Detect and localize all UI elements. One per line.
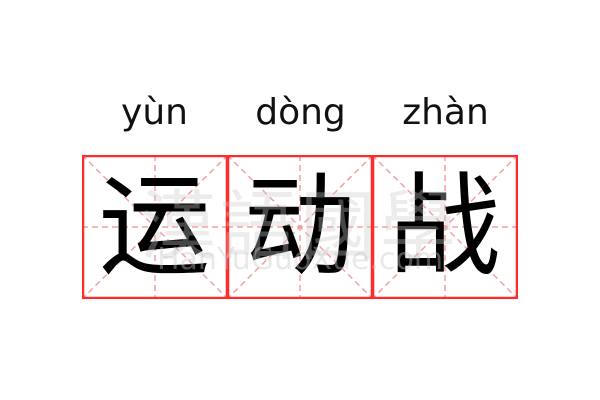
pinyin-1: yùn <box>121 92 188 133</box>
grid-guides <box>372 155 518 299</box>
character-cell-3: 战 <box>372 155 518 299</box>
character-1: 运 <box>98 162 211 292</box>
pinyin-2: dòng <box>255 92 346 133</box>
character-2: 动 <box>243 162 356 292</box>
watermark-latin: HanYuGuoXue.com <box>156 242 444 277</box>
pinyin-3: zhàn <box>402 92 489 133</box>
character-grid: 运 动 战 <box>82 155 518 299</box>
character-3: 战 <box>388 162 501 292</box>
watermark-chinese: 漢語國學 <box>140 182 460 271</box>
